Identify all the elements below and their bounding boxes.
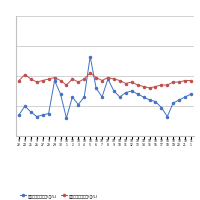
ハイオク店頭価格(円/L)	[125, 91, 127, 94]
ハイオク店頭価格(円/L)	[36, 115, 38, 118]
Legend: ハイオク店頭価格(円/L), ハイオク実売価格(円/L): ハイオク店頭価格(円/L), ハイオク実売価格(円/L)	[18, 192, 99, 199]
Line: ハイオク実売価格(円/L): ハイオク実売価格(円/L)	[18, 72, 192, 89]
ハイオク店頭価格(円/L)	[24, 105, 26, 107]
ハイオク実売価格(円/L)	[95, 76, 97, 79]
ハイオク店頭価格(円/L)	[18, 114, 20, 116]
ハイオク店頭価格(円/L)	[142, 96, 145, 98]
ハイオク店頭価格(円/L)	[190, 93, 192, 95]
ハイオク店頭価格(円/L)	[160, 106, 163, 109]
Line: ハイオク店頭価格(円/L): ハイオク店頭価格(円/L)	[18, 55, 192, 119]
ハイオク実売価格(円/L)	[160, 84, 163, 86]
ハイオク実売価格(円/L)	[36, 81, 38, 83]
ハイオク店頭価格(円/L)	[130, 90, 133, 92]
ハイオク実売価格(円/L)	[89, 72, 91, 74]
ハイオク店頭価格(円/L)	[172, 102, 174, 104]
ハイオク実売価格(円/L)	[184, 79, 186, 82]
ハイオク実売価格(円/L)	[142, 85, 145, 88]
ハイオク実売価格(円/L)	[166, 84, 168, 86]
ハイオク店頭価格(円/L)	[178, 99, 180, 101]
ハイオク実売価格(円/L)	[125, 82, 127, 85]
ハイオク実売価格(円/L)	[113, 78, 115, 80]
ハイオク店頭価格(円/L)	[95, 87, 97, 89]
ハイオク実売価格(円/L)	[42, 79, 44, 82]
ハイオク実売価格(円/L)	[190, 79, 192, 82]
ハイオク店頭価格(円/L)	[166, 115, 168, 118]
ハイオク実売価格(円/L)	[59, 79, 62, 82]
ハイオク店頭価格(円/L)	[59, 93, 62, 95]
ハイオク実売価格(円/L)	[71, 78, 74, 80]
ハイオク実売価格(円/L)	[148, 87, 151, 89]
ハイオク店頭価格(円/L)	[101, 96, 103, 98]
ハイオク店頭価格(円/L)	[77, 103, 80, 106]
ハイオク実売価格(円/L)	[101, 79, 103, 82]
ハイオク実売価格(円/L)	[130, 81, 133, 83]
ハイオク店頭価格(円/L)	[71, 96, 74, 98]
ハイオク実売価格(円/L)	[47, 78, 50, 80]
ハイオク実売価格(円/L)	[24, 73, 26, 76]
ハイオク実売価格(円/L)	[119, 79, 121, 82]
ハイオク実売価格(円/L)	[178, 81, 180, 83]
ハイオク店頭価格(円/L)	[83, 96, 85, 98]
ハイオク店頭価格(円/L)	[89, 55, 91, 58]
ハイオク実売価格(円/L)	[30, 78, 32, 80]
ハイオク実売価格(円/L)	[154, 85, 157, 88]
ハイオク実売価格(円/L)	[18, 79, 20, 82]
ハイオク店頭価格(円/L)	[184, 96, 186, 98]
ハイオク店頭価格(円/L)	[113, 90, 115, 92]
ハイオク実売価格(円/L)	[77, 81, 80, 83]
ハイオク実売価格(円/L)	[83, 78, 85, 80]
ハイオク店頭価格(円/L)	[154, 100, 157, 103]
ハイオク店頭価格(円/L)	[30, 111, 32, 113]
ハイオク実売価格(円/L)	[107, 76, 109, 79]
ハイオク店頭価格(円/L)	[119, 96, 121, 98]
ハイオク店頭価格(円/L)	[136, 93, 139, 95]
ハイオク実売価格(円/L)	[65, 84, 68, 86]
ハイオク店頭価格(円/L)	[65, 117, 68, 119]
ハイオク実売価格(円/L)	[53, 76, 56, 79]
ハイオク店頭価格(円/L)	[148, 99, 151, 101]
ハイオク実売価格(円/L)	[136, 84, 139, 86]
ハイオク店頭価格(円/L)	[42, 114, 44, 116]
ハイオク店頭価格(円/L)	[47, 112, 50, 115]
ハイオク店頭価格(円/L)	[53, 79, 56, 82]
ハイオク店頭価格(円/L)	[107, 78, 109, 80]
ハイオク実売価格(円/L)	[172, 81, 174, 83]
